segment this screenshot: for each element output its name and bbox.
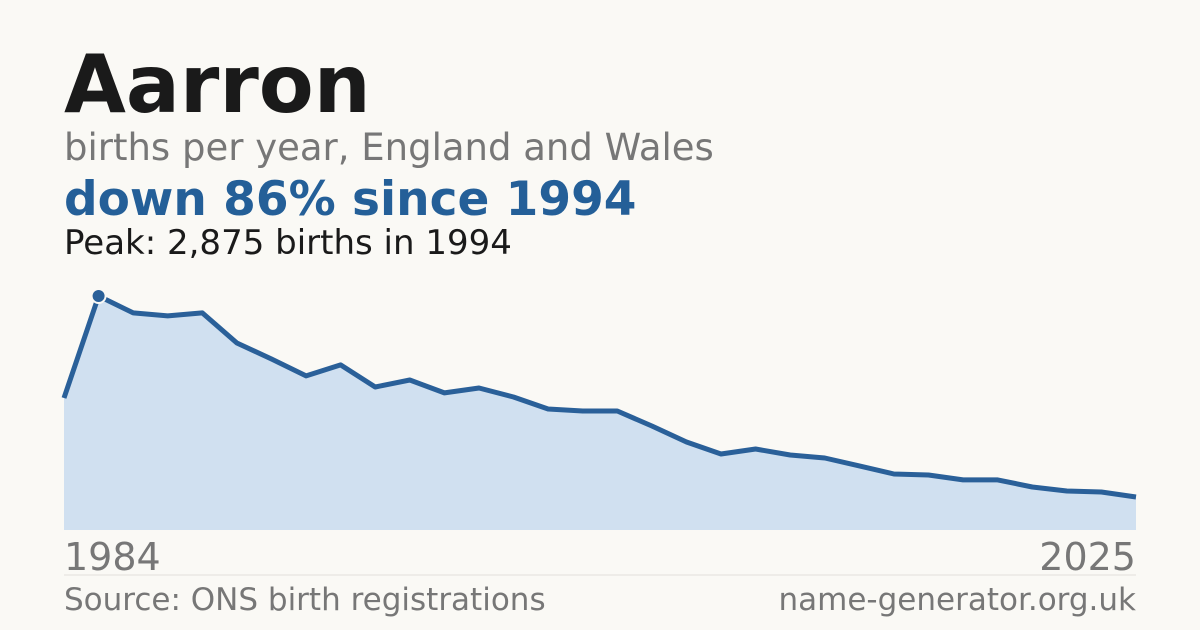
peak-marker — [90, 288, 107, 304]
annotation: Peak: 2,875 births in 1994 — [64, 223, 512, 263]
source: Source: ONS birth registrations — [64, 582, 546, 618]
line — [61, 293, 1137, 500]
x-tick-label: 2025 — [1039, 535, 1136, 579]
site: name-generator.org.uk — [779, 582, 1137, 618]
subtitle: births per year, England and Wales — [64, 126, 714, 169]
x-tick-label: 1984 — [64, 535, 161, 579]
title: Aarron — [64, 38, 371, 131]
headline: down 86% since 1994 — [64, 172, 637, 227]
